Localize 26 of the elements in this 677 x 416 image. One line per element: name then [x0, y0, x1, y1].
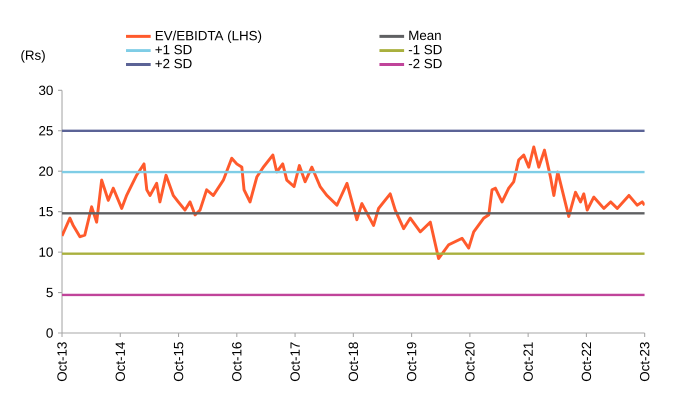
legend-label: -1 SD [408, 44, 442, 54]
y-tick-label: 30 [38, 86, 53, 96]
legend-label: +2 SD [155, 58, 192, 68]
legend-label: Mean [409, 30, 441, 40]
y-axis-title: (Rs) [21, 50, 45, 63]
legend-label: EV/EBIDTA (LHS) [156, 30, 262, 43]
line-series [62, 145, 645, 260]
x-tick-label: Oct-13 [57, 342, 67, 382]
x-tick-label: Oct-15 [174, 342, 184, 382]
y-tick-label: 20 [39, 166, 53, 176]
x-tick-label: Oct-18 [348, 342, 358, 382]
x-tick-label: Oct-23 [640, 342, 650, 382]
x-tick-label: Oct-21 [523, 342, 533, 382]
legend-label: +1 SD [155, 44, 192, 54]
x-tick-label: Oct-20 [465, 342, 475, 382]
y-tick-label: 25 [39, 126, 53, 136]
y-tick-label: 0 [46, 328, 53, 338]
y-tick-label: 10 [40, 247, 53, 257]
x-tick-label: Oct-16 [232, 342, 242, 382]
x-tick-label: Oct-14 [116, 342, 125, 382]
x-tick-label: Oct-22 [582, 342, 592, 382]
legend-label: -2 SD [408, 58, 442, 68]
y-tick-label: 15 [40, 206, 53, 216]
x-tick-label: Oct-17 [290, 342, 300, 382]
y-tick-label: 5 [46, 288, 53, 298]
x-tick-label: Oct-19 [406, 342, 416, 382]
